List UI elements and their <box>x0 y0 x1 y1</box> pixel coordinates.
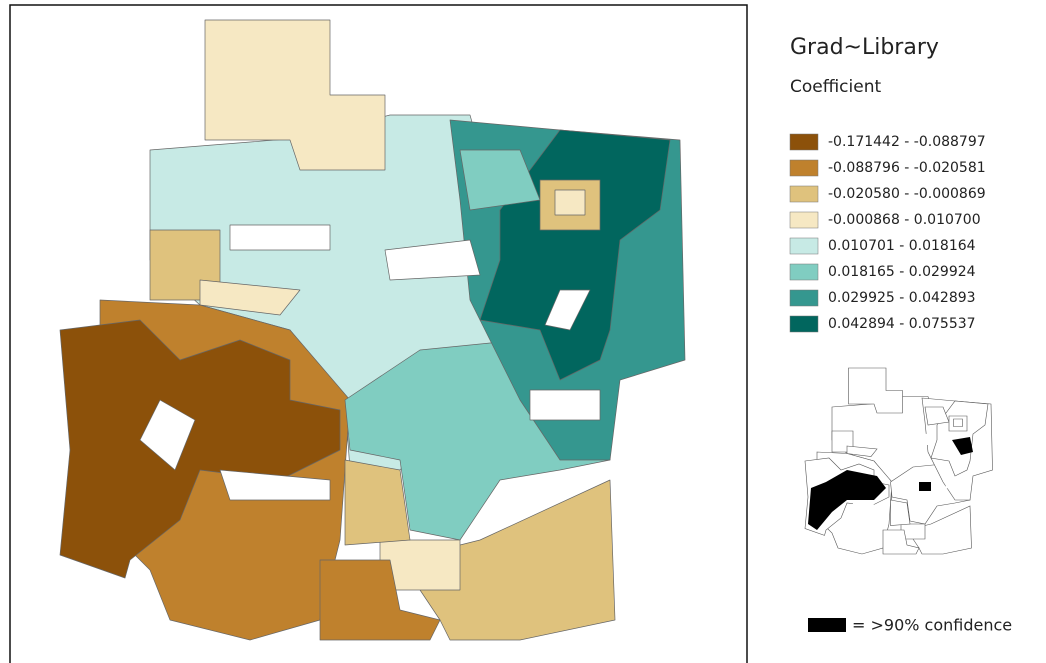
legend-label: 0.042894 - 0.075537 <box>828 316 976 332</box>
legend-swatch <box>789 289 819 307</box>
confidence-swatch <box>808 618 846 632</box>
legend-label: -0.020580 - -0.000869 <box>828 186 986 202</box>
legend-label: -0.171442 - -0.088797 <box>828 134 986 150</box>
inset-region <box>906 505 972 555</box>
inset-region <box>846 445 878 457</box>
inset-region <box>902 433 932 447</box>
map-region <box>554 189 586 216</box>
legend-swatch <box>789 159 819 177</box>
inset-region <box>890 499 911 526</box>
inset-region <box>848 367 903 414</box>
inset-significant <box>919 482 931 491</box>
legend-swatch <box>789 185 819 203</box>
inset-significant <box>952 437 973 455</box>
inset-region <box>945 478 968 489</box>
map-region <box>199 279 301 316</box>
legend-swatch <box>789 315 819 333</box>
legend-swatch <box>789 237 819 255</box>
map-region <box>399 479 616 641</box>
map-region <box>59 319 341 579</box>
legend-label: 0.018165 - 0.029924 <box>828 264 976 280</box>
legend-label: -0.088796 - -0.020581 <box>828 160 986 176</box>
inset-region <box>852 502 887 513</box>
inset-region <box>882 529 920 555</box>
legend-swatch <box>789 133 819 151</box>
map-region <box>204 19 386 171</box>
main-map <box>59 19 686 641</box>
map-region <box>344 459 411 546</box>
map-region <box>219 469 331 501</box>
legend-title: Grad~Library <box>790 35 939 60</box>
inset-significant <box>808 470 886 530</box>
legend-subtitle: Coefficient <box>790 77 881 97</box>
map-region <box>529 389 601 421</box>
map-region <box>544 289 591 331</box>
legend-swatch <box>789 211 819 229</box>
inset-region <box>953 418 963 427</box>
legend: -0.171442 - -0.088797 -0.088796 - -0.0205… <box>789 133 986 333</box>
map-region <box>319 559 441 641</box>
map-region <box>139 399 196 471</box>
legend-label: 0.010701 - 0.018164 <box>828 238 976 254</box>
map-region <box>229 224 331 251</box>
inset-region <box>855 429 887 438</box>
map-region <box>384 239 481 281</box>
legend-label: 0.029925 - 0.042893 <box>828 290 976 306</box>
legend-swatch <box>789 263 819 281</box>
map-frame <box>9 4 748 663</box>
confidence-inset-map <box>804 367 993 555</box>
confidence-label: = >90% confidence <box>852 616 1012 635</box>
legend-label: -0.000868 - 0.010700 <box>828 212 981 228</box>
